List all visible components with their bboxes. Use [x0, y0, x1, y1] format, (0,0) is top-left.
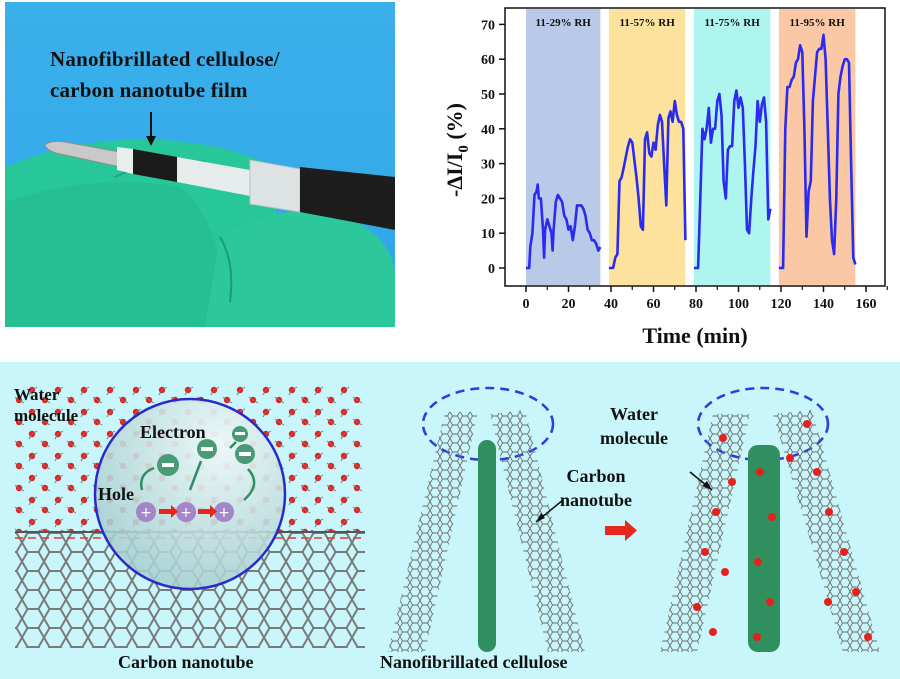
water-molecule-label-right: Water molecule	[600, 404, 668, 448]
x-tick-label: 140	[813, 297, 834, 312]
sensor-photo: Nanofibrillated cellulose/ carbon nanotu…	[5, 2, 395, 327]
x-axis-title: Time (min)	[642, 323, 747, 348]
y-tick-label: 20	[481, 192, 495, 207]
nfc-fiber-dry	[478, 440, 496, 652]
svg-text:+: +	[180, 505, 192, 521]
nanofibrillated-cellulose-caption: Nanofibrillated cellulose	[380, 652, 568, 672]
cnt-right-dry	[490, 410, 585, 652]
magnified-bubble	[93, 397, 287, 591]
cnt-left-wet	[660, 414, 750, 652]
rh-band-label: 11-29% RH	[536, 17, 592, 29]
hole-transfer-arrows	[159, 505, 217, 518]
film-label-line2: carbon nanotube film	[50, 78, 248, 102]
cnt-right-wet	[773, 410, 880, 652]
x-axis: 0 20 40 60 80 100 120 140 160	[523, 286, 888, 312]
x-tick-label: 80	[689, 297, 703, 312]
electron-icons	[157, 426, 255, 476]
rh-band-label: 11-95% RH	[789, 17, 845, 29]
svg-text:-ΔI/I0 (%): -ΔI/I0 (%)	[442, 103, 472, 197]
y-axis-title: -ΔI/I0 (%)	[442, 103, 472, 197]
nfc-cnt-film	[133, 149, 177, 182]
nfc-fiber-wet	[748, 445, 780, 652]
y-tick-label: 60	[481, 53, 495, 68]
x-tick-label: 120	[771, 297, 792, 312]
svg-text:+: +	[218, 505, 230, 521]
rh-band-label: 11-57% RH	[619, 17, 675, 29]
electron-label: Electron	[140, 422, 206, 442]
y-axis: 0 10 20 30 40 50 60 70	[481, 18, 505, 277]
mechanism-illustration: + + +	[15, 382, 880, 652]
y-tick-label: 0	[488, 262, 495, 277]
y-tick-label: 50	[481, 88, 495, 103]
film-label-line1: Nanofibrillated cellulose/	[50, 47, 280, 71]
response-lines	[526, 33, 857, 270]
carbon-nanotube-label: Carbon nanotube	[560, 466, 633, 510]
x-tick-label: 100	[728, 297, 749, 312]
y-tick-label: 30	[481, 158, 495, 173]
right-arrow-icon	[605, 520, 637, 541]
cnt-left-dry	[388, 412, 478, 652]
x-tick-label: 160	[856, 297, 877, 312]
response-line	[608, 99, 687, 270]
response-line	[778, 33, 857, 270]
film-label: Nanofibrillated cellulose/ carbon nanotu…	[50, 44, 280, 106]
rh-band-labels: 11-29% RH 11-57% RH 11-75% RH 11-95% RH	[536, 17, 846, 29]
electron-path-arrows	[140, 441, 256, 501]
y-tick-label: 10	[481, 227, 495, 242]
y-tick-label: 40	[481, 123, 495, 138]
humidity-response-chart: 11-29% RH 11-57% RH 11-75% RH 11-95% RH 0 10…	[440, 0, 900, 350]
water-molecule-label-left: Water molecule	[14, 385, 79, 425]
response-line	[693, 89, 772, 270]
rh-band	[608, 9, 686, 285]
chart-plot: 11-29% RH 11-57% RH 11-75% RH 11-95% RH 0 10…	[442, 7, 888, 348]
adsorbed-water-molecules	[693, 420, 872, 641]
hole-label: Hole	[98, 484, 134, 504]
response-line	[526, 183, 602, 270]
x-tick-label: 0	[523, 297, 530, 312]
photo-illustration	[5, 112, 395, 327]
rh-band	[526, 9, 601, 285]
x-tick-label: 60	[647, 297, 661, 312]
svg-text:+: +	[140, 505, 152, 521]
rh-band-label: 11-75% RH	[704, 17, 760, 29]
y-tick-label: 70	[481, 18, 495, 33]
mechanism-diagram: + + + Water molecule	[0, 362, 900, 679]
hole-icons: + + +	[136, 502, 234, 522]
plot-frame	[504, 7, 886, 287]
carbon-nanotube-caption: Carbon nanotube	[118, 652, 254, 672]
x-tick-label: 20	[562, 297, 576, 312]
x-tick-label: 40	[604, 297, 618, 312]
